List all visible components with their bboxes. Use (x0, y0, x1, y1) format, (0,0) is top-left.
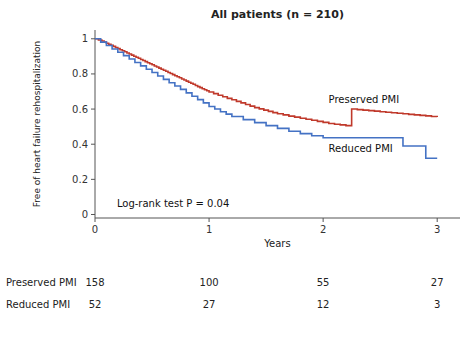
chart: All patients (n = 210)00.20.40.60.810123… (0, 0, 474, 354)
risk-count: 27 (431, 277, 444, 288)
y-tick-label: 0.2 (72, 174, 88, 185)
y-axis (95, 30, 96, 218)
risk-row-label: Preserved PMI (6, 277, 77, 288)
annotation: Log-rank test P = 0.04 (117, 198, 229, 209)
x-tick-label: 3 (434, 224, 440, 235)
risk-count: 158 (85, 277, 104, 288)
x-tick-label: 2 (320, 224, 326, 235)
y-tick (91, 109, 95, 110)
y-tick-label: 0.6 (72, 104, 88, 115)
x-axis-label: Years (263, 238, 290, 249)
y-tick-label: 0 (82, 209, 88, 220)
x-tick (323, 218, 324, 222)
y-tick (91, 179, 95, 180)
risk-count: 55 (317, 277, 330, 288)
y-tick-label: 0.8 (72, 68, 88, 79)
y-tick-label: 1 (82, 33, 88, 44)
risk-count: 12 (317, 299, 330, 310)
risk-count: 27 (203, 299, 216, 310)
curve-label: Preserved PMI (329, 94, 400, 105)
x-tick-label: 1 (206, 224, 212, 235)
x-tick (95, 218, 96, 222)
y-tick-label: 0.4 (72, 139, 88, 150)
risk-count: 52 (89, 299, 102, 310)
x-tick (209, 218, 210, 222)
risk-count: 100 (200, 277, 219, 288)
x-tick (437, 218, 438, 222)
risk-row-label: Reduced PMI (6, 299, 70, 310)
y-tick (91, 38, 95, 39)
title: All patients (n = 210) (211, 8, 344, 21)
plot-area (95, 39, 437, 158)
y-axis-label: Free of heart failure rehospitalization (32, 41, 42, 207)
x-tick-label: 0 (92, 224, 98, 235)
survival-curve (95, 39, 437, 158)
x-axis (95, 218, 460, 219)
y-tick (91, 144, 95, 145)
curve-label: Reduced PMI (329, 143, 393, 154)
y-tick (91, 214, 95, 215)
y-tick (91, 73, 95, 74)
survival-curve (95, 39, 437, 126)
risk-count: 3 (434, 299, 440, 310)
